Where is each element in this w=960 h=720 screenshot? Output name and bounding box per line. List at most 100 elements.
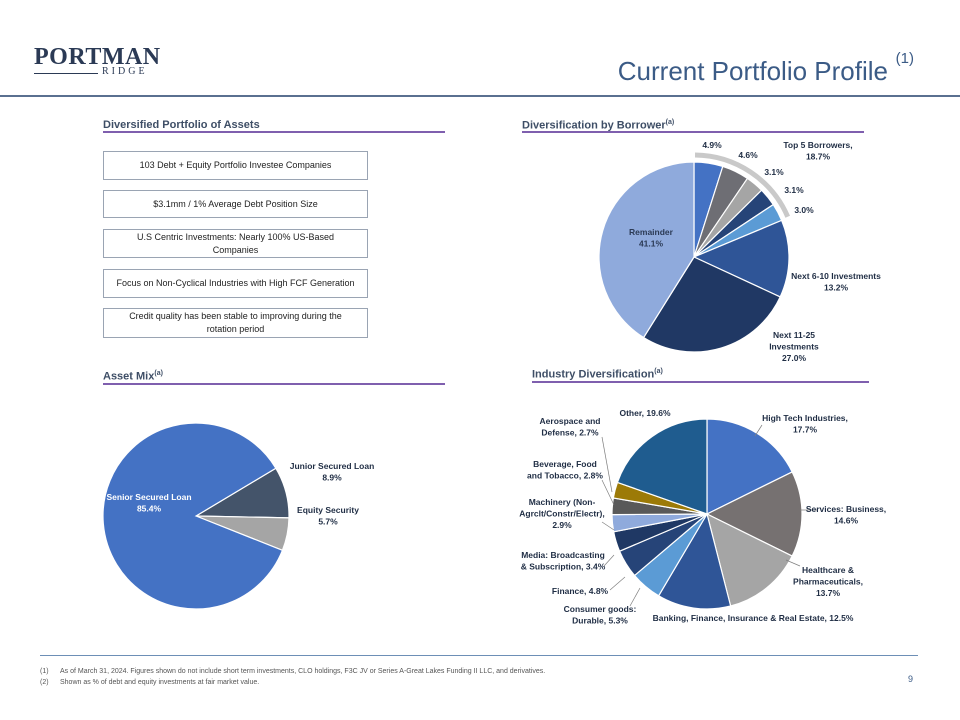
industry-leader xyxy=(601,479,615,506)
asset-mix-label-line: Senior Secured Loan xyxy=(106,492,191,502)
industry-label: Machinery (Non- Agrclt/Constr/Electr), 2.9… xyxy=(519,497,605,530)
industry-label-line: 2.9% xyxy=(552,520,572,530)
industry-label-line: Beverage, Food xyxy=(533,459,597,469)
section-title-industry-footnote: (a) xyxy=(654,368,663,375)
top5-label: Top 5 Borrowers, 18.7% xyxy=(783,140,852,162)
industry-label: Finance, 4.8% xyxy=(552,586,609,596)
section-title-diversified: Diversified Portfolio of Assets xyxy=(103,119,260,131)
feature-box: Credit quality has been stable to improv… xyxy=(103,308,368,338)
borrower-label: Next 11-25 Investments 27.0% xyxy=(769,330,819,363)
borrower-label-line: 41.1% xyxy=(639,239,664,249)
section-title-borrower-footnote: (a) xyxy=(665,119,675,126)
industry-label-line: Other, 19.6% xyxy=(619,408,670,418)
section-title-industry-text: Industry Diversification xyxy=(532,368,655,381)
page-title-footnote: (1) xyxy=(895,50,914,67)
asset-mix-label: Senior Secured Loan 85.4% xyxy=(106,492,191,514)
asset-mix-label-line: 8.9% xyxy=(322,473,342,483)
industry-label-line: Media: Broadcasting xyxy=(521,550,605,560)
industry-leader xyxy=(601,436,613,493)
industry-label-line: 13.7% xyxy=(816,588,841,598)
industry-leader xyxy=(629,587,641,607)
borrower-label: Next 6-10 Investments 13.2% xyxy=(791,271,881,293)
top5-label-line: Top 5 Borrowers, xyxy=(783,140,852,150)
footnote: (2) Shown as % of debt and equity investm… xyxy=(40,679,259,686)
top5-label-line: 18.7% xyxy=(806,152,831,162)
industry-label-line: Services: Business, xyxy=(806,504,886,514)
asset-mix-label-line: 85.4% xyxy=(137,504,162,514)
industry-label-line: 14.6% xyxy=(834,516,859,526)
industry-label: Consumer goods: Durable, 5.3% xyxy=(564,604,637,626)
asset-mix-label-line: Junior Secured Loan xyxy=(290,461,375,471)
footnote-text: As of March 31, 2024. Figures shown do n… xyxy=(60,668,546,675)
borrower-label-line: 4.6% xyxy=(738,150,758,160)
industry-leader xyxy=(785,559,801,567)
borrower-label: 3.0% xyxy=(794,205,814,215)
asset-mix-label: Junior Secured Loan 8.9% xyxy=(290,461,375,483)
footnote: (1) As of March 31, 2024. Figures shown d… xyxy=(40,668,545,675)
borrower-slice xyxy=(598,161,695,339)
section-title-borrower: Diversification by Borrower(a) xyxy=(522,119,674,132)
section-title-asset-mix-footnote: (a) xyxy=(154,370,163,377)
industry-label: High Tech Industries, 17.7% xyxy=(762,413,848,435)
borrower-label: 3.1% xyxy=(764,167,784,177)
industry-label-line: Banking, Finance, Insurance & Real Estat… xyxy=(653,613,854,623)
borrower-label: 4.9% xyxy=(702,140,722,150)
industry-leader xyxy=(603,554,615,567)
industry-slice xyxy=(706,418,793,515)
logo-subtitle: RIDGE xyxy=(102,66,148,77)
industry-label-line: Healthcare & xyxy=(802,565,854,575)
industry-slice xyxy=(706,512,793,607)
asset-mix-label-line: 5.7% xyxy=(318,517,338,527)
borrower-label-line: Investments xyxy=(769,342,819,352)
borrower-label-line: 3.1% xyxy=(764,167,784,177)
borrower-label-line: 27.0% xyxy=(782,353,807,363)
borrower-label: 4.6% xyxy=(738,150,758,160)
borrower-label-line: 4.9% xyxy=(702,140,722,150)
industry-label-line: Agrclt/Constr/Electr), xyxy=(519,509,605,519)
industry-leader xyxy=(601,521,615,531)
section-title-borrower-text: Diversification by Borrower xyxy=(522,119,666,132)
industry-label: Other, 19.6% xyxy=(619,408,670,418)
page-title: Current Portfolio Profile xyxy=(617,56,888,86)
borrower-label-line: Next 6-10 Investments xyxy=(791,271,881,281)
industry-label: Services: Business, 14.6% xyxy=(806,504,886,526)
feature-box: 103 Debt + Equity Portfolio Investee Com… xyxy=(103,151,368,180)
industry-leader xyxy=(754,424,763,437)
industry-label: Beverage, Food and Tobacco, 2.8% xyxy=(527,459,603,481)
industry-label-line: Machinery (Non- xyxy=(529,497,596,507)
feature-box: Focus on Non-Cyclical Industries with Hi… xyxy=(103,269,368,298)
borrower-label-line: Remainder xyxy=(629,227,674,237)
section-rule-borrower xyxy=(522,131,864,133)
footer-divider xyxy=(40,655,918,656)
industry-label: Aerospace and Defense, 2.7% xyxy=(540,416,601,438)
footnote-number: (1) xyxy=(40,668,49,675)
feature-box: $3.1mm / 1% Average Debt Position Size xyxy=(103,190,368,218)
footnote-text: Shown as % of debt and equity investment… xyxy=(60,679,260,686)
section-rule-industry xyxy=(532,381,869,383)
borrower-label: Remainder 41.1% xyxy=(629,227,674,249)
industry-label-line: & Subscription, 3.4% xyxy=(521,562,606,572)
logo-rule xyxy=(34,73,98,74)
industry-label: Healthcare & Pharmaceuticals, 13.7% xyxy=(793,565,863,598)
section-title-asset-mix: Asset Mix(a) xyxy=(103,370,163,383)
section-rule-asset-mix xyxy=(103,383,445,385)
logo-wordmark: PORTMAN xyxy=(34,44,161,70)
industry-label-line: Durable, 5.3% xyxy=(572,616,628,626)
borrower-label-line: 3.0% xyxy=(794,205,814,215)
page-number: 9 xyxy=(908,674,914,684)
industry-slice xyxy=(705,471,803,557)
section-rule-diversified xyxy=(103,131,445,133)
industry-slice xyxy=(657,512,732,610)
feature-box: U.S Centric Investments: Nearly 100% US-… xyxy=(103,229,368,258)
borrower-slice xyxy=(642,256,782,353)
industry-label-line: Pharmaceuticals, xyxy=(793,577,863,587)
borrower-label-line: Next 11-25 xyxy=(773,330,815,340)
industry-slice xyxy=(616,418,708,515)
industry-label-line: Aerospace and xyxy=(540,416,601,426)
borrower-label-line: 3.1% xyxy=(784,185,804,195)
borrower-slice xyxy=(692,219,790,298)
borrower-label: 3.1% xyxy=(784,185,804,195)
industry-label-line: Defense, 2.7% xyxy=(541,428,599,438)
industry-label: Media: Broadcasting & Subscription, 3.4% xyxy=(521,550,606,572)
industry-label-line: Consumer goods: xyxy=(564,604,637,614)
